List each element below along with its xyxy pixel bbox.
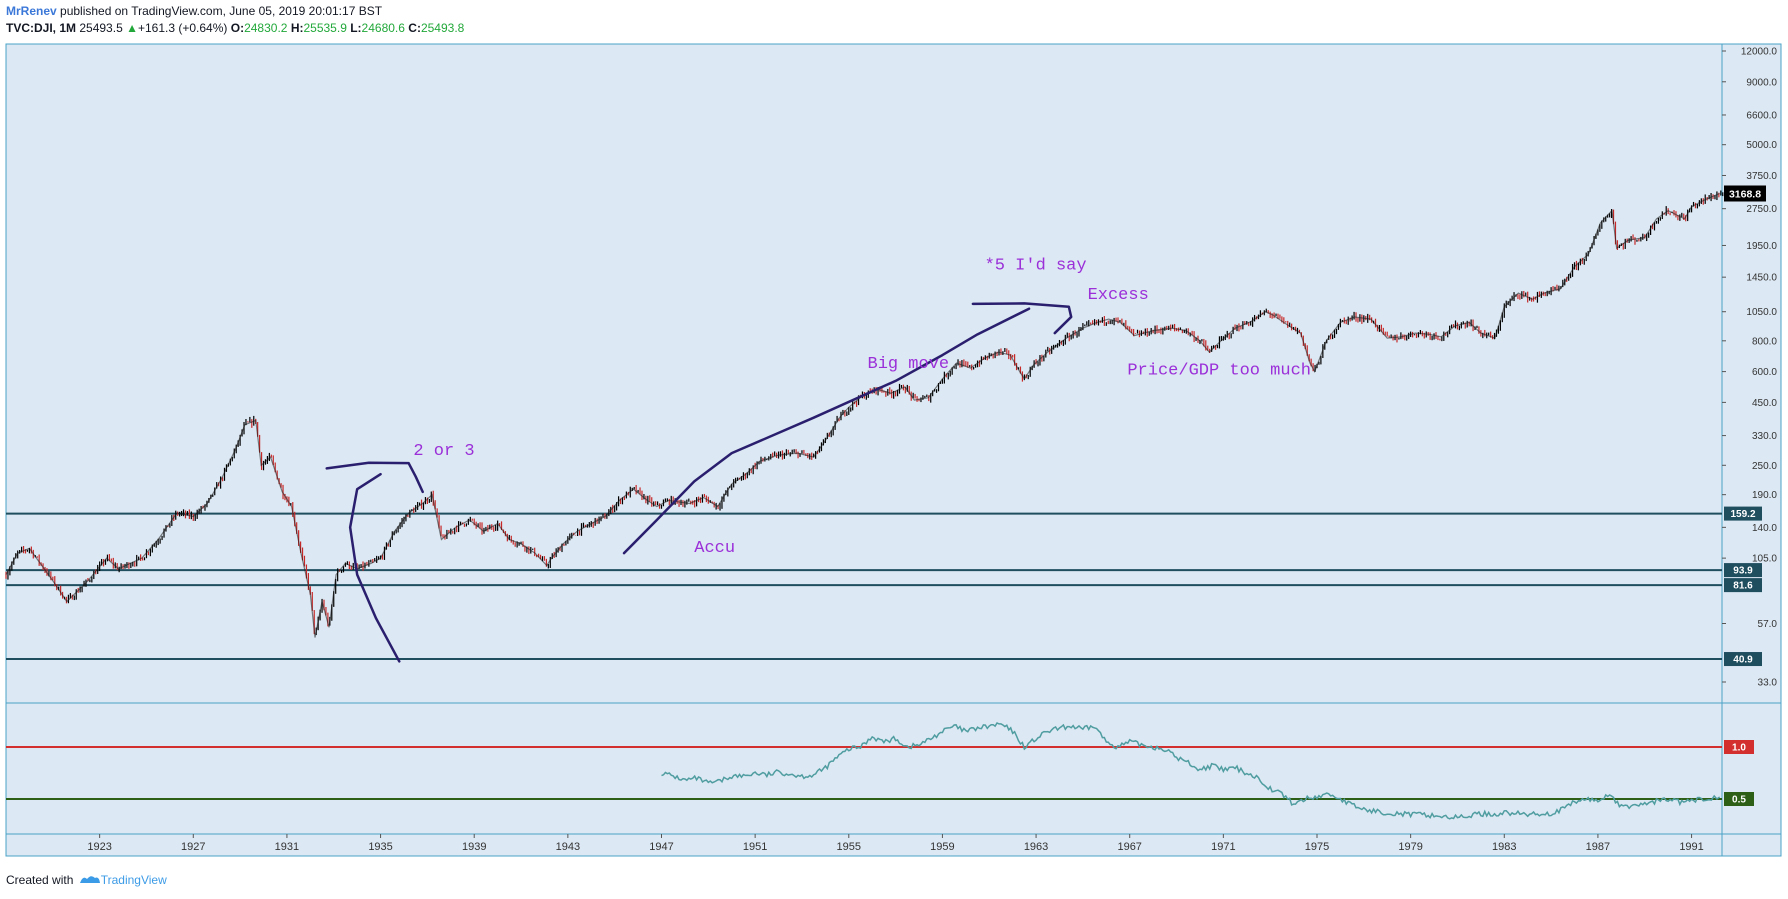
annotation-text: 2 or 3 <box>413 442 474 461</box>
x-tick-label: 1959 <box>930 841 954 853</box>
x-tick-label: 1983 <box>1492 841 1516 853</box>
close-value: 25493.8 <box>420 21 465 35</box>
support-label: 93.9 <box>1733 566 1753 577</box>
y-tick-label: 6600.0 <box>1746 110 1777 121</box>
x-tick-label: 1987 <box>1586 841 1610 853</box>
y-tick-label: 140.0 <box>1752 523 1777 534</box>
y-tick-label: 12000.0 <box>1741 47 1778 58</box>
support-label: 40.9 <box>1733 655 1753 666</box>
author-link[interactable]: MrRenev <box>6 4 57 18</box>
x-tick-label: 1935 <box>368 841 392 853</box>
x-tick-label: 1943 <box>556 841 580 853</box>
support-label-box <box>1724 652 1762 667</box>
indicator-label: 0.5 <box>1732 795 1746 806</box>
y-tick-label: 600.0 <box>1752 367 1777 378</box>
y-tick-label: 1450.0 <box>1746 273 1777 284</box>
support-label-box <box>1724 578 1762 593</box>
support-label-box <box>1724 563 1762 578</box>
footer: Created with TradingView <box>6 873 167 887</box>
x-tick-label: 1975 <box>1305 841 1329 853</box>
y-tick-label: 105.0 <box>1752 554 1777 565</box>
last-price: 25493.5 <box>79 21 123 35</box>
open-value: 24830.2 <box>244 21 288 35</box>
tradingview-logo-icon <box>79 876 100 883</box>
support-label-box <box>1724 506 1762 521</box>
y-tick-label: 33.0 <box>1758 678 1778 689</box>
low-value: 24680.6 <box>361 21 405 35</box>
x-tick-label: 1979 <box>1398 841 1422 853</box>
up-arrow-icon: ▲ <box>126 21 138 35</box>
close-label: C: <box>408 21 421 35</box>
x-tick-label: 1923 <box>87 841 111 853</box>
tradingview-link[interactable]: TradingView <box>100 873 167 887</box>
pen-stroke <box>325 461 424 494</box>
indicator-label-box <box>1724 792 1754 806</box>
x-tick-label: 1967 <box>1117 841 1141 853</box>
symbol-label: TVC:DJI, 1M <box>6 21 77 35</box>
open-label: O: <box>230 21 245 35</box>
x-tick-label: 1931 <box>275 841 299 853</box>
y-tick-label: 9000.0 <box>1746 77 1777 88</box>
y-tick-label: 5000.0 <box>1746 140 1777 151</box>
created-with-text: Created with <box>6 873 74 887</box>
annotation-text: Accu <box>694 539 735 558</box>
y-tick-label: 330.0 <box>1752 431 1777 442</box>
change-value: +161.3 (+0.64%) <box>137 21 228 35</box>
high-value: 25535.9 <box>303 21 347 35</box>
published-text: published on TradingView.com, June 05, 2… <box>60 4 383 18</box>
y-tick-label: 450.0 <box>1752 398 1777 409</box>
pen-stroke <box>348 472 401 663</box>
annotation-text: Excess <box>1088 286 1149 305</box>
y-tick-label: 2750.0 <box>1746 204 1777 215</box>
high-label: H: <box>290 21 304 35</box>
y-tick-label: 190.0 <box>1752 490 1777 501</box>
support-label: 81.6 <box>1733 581 1753 592</box>
chart-background <box>6 44 1781 856</box>
y-tick-label: 3750.0 <box>1746 171 1777 182</box>
annotation-text: *5 I'd say <box>985 256 1087 275</box>
last-price-label: 3168.8 <box>1729 189 1761 201</box>
pen-stroke <box>622 307 1031 555</box>
y-tick-label: 1950.0 <box>1746 241 1777 252</box>
y-tick-label: 57.0 <box>1758 619 1778 630</box>
x-tick-label: 1951 <box>743 841 767 853</box>
y-tick-label: 800.0 <box>1752 336 1777 347</box>
ohlc-legend: TVC:DJI, 1M 25493.5 ▲+161.3 (+0.64%) O:2… <box>6 21 464 35</box>
y-tick-label: 250.0 <box>1752 461 1777 472</box>
last-price-box <box>1724 185 1766 202</box>
x-tick-label: 1971 <box>1211 841 1235 853</box>
x-tick-label: 1927 <box>181 841 205 853</box>
x-tick-label: 1991 <box>1679 841 1703 853</box>
annotation-text: Big move <box>868 355 950 374</box>
x-tick-label: 1955 <box>837 841 861 853</box>
annotation-text: Price/GDP too much <box>1127 361 1311 380</box>
publish-info: MrRenev published on TradingView.com, Ju… <box>6 4 382 18</box>
y-tick-label: 1050.0 <box>1746 307 1777 318</box>
support-label: 159.2 <box>1730 509 1755 520</box>
pen-stroke <box>971 302 1073 335</box>
indicator-line <box>661 722 1721 820</box>
indicator-label: 1.0 <box>1732 743 1746 754</box>
x-tick-label: 1939 <box>462 841 486 853</box>
indicator-label-box <box>1724 740 1754 754</box>
x-tick-label: 1947 <box>649 841 673 853</box>
low-label: L: <box>350 21 362 35</box>
chart-frame <box>5 43 1782 857</box>
x-tick-label: 1963 <box>1024 841 1048 853</box>
